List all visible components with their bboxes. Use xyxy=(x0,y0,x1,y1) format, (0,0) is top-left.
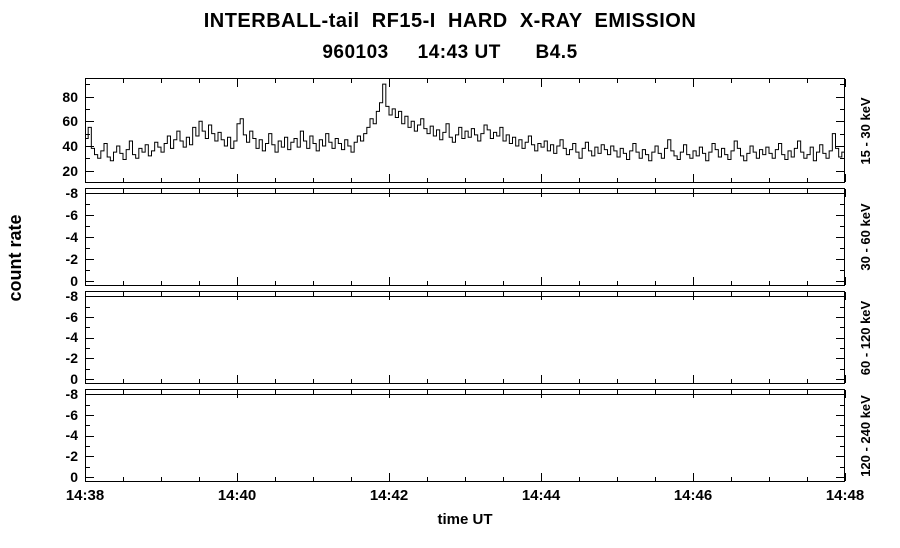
band-label-30-60kev: 30 - 60 keV xyxy=(858,203,873,271)
x-tick-label: 14:48 xyxy=(825,487,865,504)
y-tick-label: 60 xyxy=(62,113,78,129)
y-tick-label: -6 xyxy=(65,207,78,223)
y-tick-label: -8 xyxy=(65,288,78,304)
band-label-120-240kev: 120 - 240 keV xyxy=(858,395,873,477)
y-tick-label: 0 xyxy=(70,273,78,289)
x-tick-label: 14:44 xyxy=(521,487,561,504)
x-tick-label: 14:42 xyxy=(369,487,409,504)
y-tick-label: -2 xyxy=(65,350,78,366)
y-tick-label: 20 xyxy=(62,163,78,179)
y-tick-label: 0 xyxy=(70,469,78,485)
y-tick-label: 80 xyxy=(62,89,78,105)
y-tick-label: -4 xyxy=(65,229,78,245)
y-tick-label: -8 xyxy=(65,386,78,402)
y-tick-label: 0 xyxy=(70,371,78,387)
y-tick-label: -6 xyxy=(65,407,78,423)
y-axis-title: count rate xyxy=(5,214,25,302)
y-tick-label: -8 xyxy=(65,185,78,201)
y-tick-label: -2 xyxy=(65,251,78,267)
x-tick-label: 14:46 xyxy=(673,487,713,504)
y-tick-label: -2 xyxy=(65,448,78,464)
x-tick-label: 14:40 xyxy=(217,487,257,504)
y-tick-label: -4 xyxy=(65,329,78,345)
band-label-15-30kev: 15 - 30 keV xyxy=(858,97,873,165)
x-axis-title: time UT xyxy=(437,511,493,528)
chart-subtitle: 960103 14:43 UT B4.5 xyxy=(322,42,578,63)
x-tick-label: 14:38 xyxy=(65,487,105,504)
y-tick-label: 40 xyxy=(62,138,78,154)
band-label-60-120kev: 60 - 120 keV xyxy=(858,300,873,376)
chart-title: INTERBALL-tail RF15-I HARD X-RAY EMISSIO… xyxy=(203,10,697,32)
y-tick-label: -4 xyxy=(65,427,78,443)
y-tick-label: -6 xyxy=(65,309,78,325)
